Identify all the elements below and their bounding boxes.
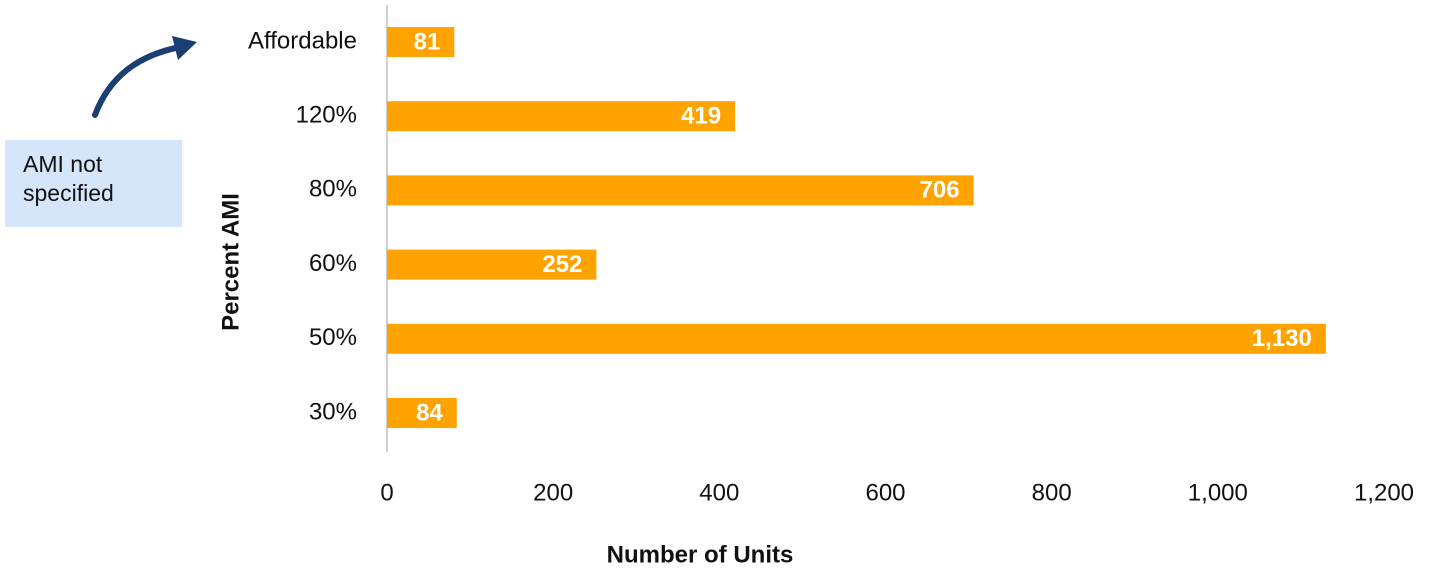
- x-tick-label: 1,200: [1354, 479, 1414, 506]
- x-tick-label: 400: [699, 479, 739, 506]
- y-tick-label: 80%: [309, 176, 357, 203]
- x-tick-label: 200: [533, 479, 573, 506]
- bar: [387, 175, 974, 206]
- data-label: 252: [542, 251, 582, 278]
- bar: [387, 101, 736, 132]
- bar: [387, 323, 1326, 354]
- y-tick-label: 120%: [296, 102, 357, 129]
- data-label: 706: [920, 177, 960, 204]
- annotation-text: AMI not specified: [23, 151, 114, 206]
- bar: [387, 398, 457, 428]
- data-label: 419: [681, 103, 721, 130]
- data-label: 81: [414, 28, 441, 55]
- bar: [387, 27, 455, 57]
- data-label: 1,130: [1252, 325, 1312, 352]
- annotation-arrowhead: [172, 36, 197, 60]
- x-tick-label: 0: [380, 479, 393, 506]
- x-tick-label: 1,000: [1188, 479, 1248, 506]
- y-axis-title: Percent AMI: [217, 193, 244, 331]
- annotation-box: AMI not specified: [5, 140, 182, 227]
- x-tick-label: 600: [865, 479, 905, 506]
- data-label: 84: [416, 399, 443, 426]
- x-tick-label: 800: [1032, 479, 1072, 506]
- y-tick-label: 50%: [309, 324, 357, 351]
- y-tick-label: 60%: [309, 250, 357, 277]
- y-tick-label: Affordable: [248, 27, 357, 54]
- x-axis-title: Number of Units: [607, 541, 794, 568]
- bar: [387, 249, 597, 280]
- annotation-arrow: [92, 44, 183, 118]
- y-tick-label: 30%: [309, 398, 357, 425]
